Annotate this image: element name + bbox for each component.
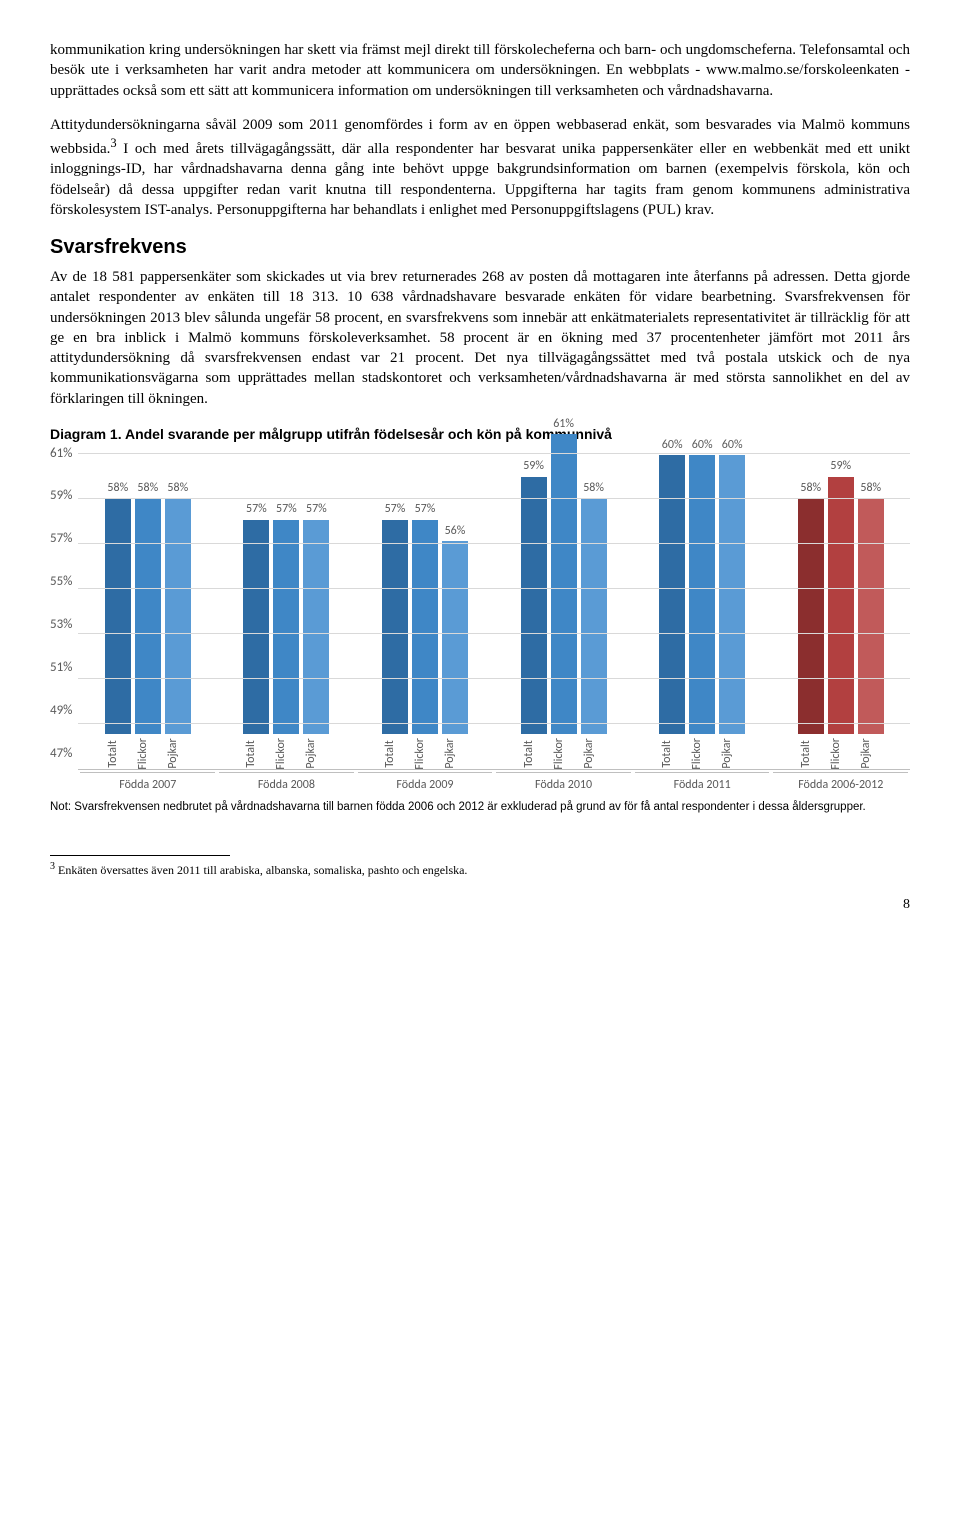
- paragraph-3: Av de 18 581 pappersenkäter som skickade…: [50, 267, 910, 409]
- footnote-text: Enkäten översattes även 2011 till arabis…: [55, 863, 467, 877]
- bar: 58%: [858, 480, 884, 734]
- bar: 58%: [105, 480, 131, 734]
- bar-value-label: 58%: [137, 480, 158, 496]
- y-axis: 47%49%51%53%55%57%59%61%: [50, 454, 78, 754]
- bar: 60%: [689, 437, 715, 734]
- bar-value-label: 58%: [583, 480, 604, 496]
- bar: 61%: [551, 416, 577, 734]
- bar: 58%: [581, 480, 607, 734]
- series-label: Flickor: [273, 738, 299, 770]
- chart-note: Not: Svarsfrekvensen nedbrutet på vårdna…: [50, 800, 910, 815]
- series-label: Flickor: [551, 738, 577, 770]
- bar-value-label: 58%: [800, 480, 821, 496]
- bar-value-label: 58%: [167, 480, 188, 496]
- bar: 58%: [165, 480, 191, 734]
- series-label: Pojkar: [165, 738, 191, 770]
- chart-title: Diagram 1. Andel svarande per målgrupp u…: [50, 425, 910, 444]
- bar-value-label: 60%: [692, 437, 713, 453]
- bar: 57%: [273, 501, 299, 733]
- bar-value-label: 61%: [553, 416, 574, 432]
- series-label: Pojkar: [858, 738, 884, 770]
- series-label: Totalt: [521, 738, 547, 770]
- x-group-label: Födda 2006-2012: [773, 772, 908, 793]
- page-number: 8: [50, 896, 910, 915]
- x-group-label: Födda 2010: [496, 772, 631, 793]
- bar-value-label: 60%: [662, 437, 683, 453]
- chart-group: 60% 60% 60% TotaltFlickorPojkar: [633, 437, 772, 769]
- bar: 57%: [412, 501, 438, 733]
- bar-value-label: 57%: [246, 501, 267, 517]
- series-label: Pojkar: [719, 738, 745, 770]
- series-label: Totalt: [243, 738, 269, 770]
- chart-group: 58% 58% 58% TotaltFlickorPojkar: [78, 480, 217, 770]
- bar: 56%: [442, 523, 468, 734]
- bar-value-label: 60%: [722, 437, 743, 453]
- series-label: Flickor: [412, 738, 438, 770]
- footnote-3: 3 Enkäten översattes även 2011 till arab…: [50, 860, 910, 878]
- x-group-label: Födda 2011: [635, 772, 770, 793]
- bar: 59%: [521, 458, 547, 733]
- bar-value-label: 58%: [107, 480, 128, 496]
- series-label: Pojkar: [581, 738, 607, 770]
- chart-group: 58% 59% 58% TotaltFlickorPojkar: [771, 458, 910, 769]
- bar-value-label: 57%: [385, 501, 406, 517]
- bar: 60%: [659, 437, 685, 734]
- chart-group: 57% 57% 57% TotaltFlickorPojkar: [217, 501, 356, 769]
- bar-chart: 47%49%51%53%55%57%59%61% 58% 58% 58% Totalt…: [50, 450, 910, 794]
- series-label: Totalt: [105, 738, 131, 770]
- bar: 58%: [798, 480, 824, 734]
- bar: 57%: [303, 501, 329, 733]
- note-label: Not:: [50, 801, 71, 813]
- bar: 57%: [382, 501, 408, 733]
- bar-value-label: 57%: [415, 501, 436, 517]
- series-label: Totalt: [798, 738, 824, 770]
- bar-value-label: 59%: [830, 458, 851, 474]
- series-label: Flickor: [689, 738, 715, 770]
- paragraph-1: kommunikation kring undersökningen har s…: [50, 40, 910, 101]
- x-axis-groups: Födda 2007Födda 2008Födda 2009Födda 2010…: [78, 772, 910, 793]
- heading-svarsfrekvens: Svarsfrekvens: [50, 234, 910, 261]
- series-label: Flickor: [828, 738, 854, 770]
- x-group-label: Födda 2008: [219, 772, 354, 793]
- bar: 59%: [828, 458, 854, 733]
- series-label: Pojkar: [442, 738, 468, 770]
- series-label: Pojkar: [303, 738, 329, 770]
- footnote-separator: [50, 855, 230, 856]
- bar: 58%: [135, 480, 161, 734]
- bar-value-label: 57%: [306, 501, 327, 517]
- plot-area: 58%58%58%TotaltFlickorPojkar57%57%57%Tot…: [78, 454, 910, 771]
- bar: 60%: [719, 437, 745, 734]
- chart-group: 57% 57% 56% TotaltFlickorPojkar: [356, 501, 495, 769]
- chart-group: 59% 61% 58% TotaltFlickorPojkar: [494, 416, 633, 770]
- paragraph-2: Attitydundersökningarna såväl 2009 som 2…: [50, 115, 910, 220]
- bar-value-label: 58%: [860, 480, 881, 496]
- bar-value-label: 57%: [276, 501, 297, 517]
- bar: 57%: [243, 501, 269, 733]
- series-label: Flickor: [135, 738, 161, 770]
- x-group-label: Födda 2009: [358, 772, 493, 793]
- x-group-label: Födda 2007: [80, 772, 215, 793]
- bar-value-label: 56%: [445, 523, 466, 539]
- series-label: Totalt: [382, 738, 408, 770]
- series-label: Totalt: [659, 738, 685, 770]
- para2-b: I och med årets tillvägagångssätt, där a…: [50, 141, 910, 218]
- bar-value-label: 59%: [523, 458, 544, 474]
- note-text: Svarsfrekvensen nedbrutet på vårdnadshav…: [71, 801, 866, 813]
